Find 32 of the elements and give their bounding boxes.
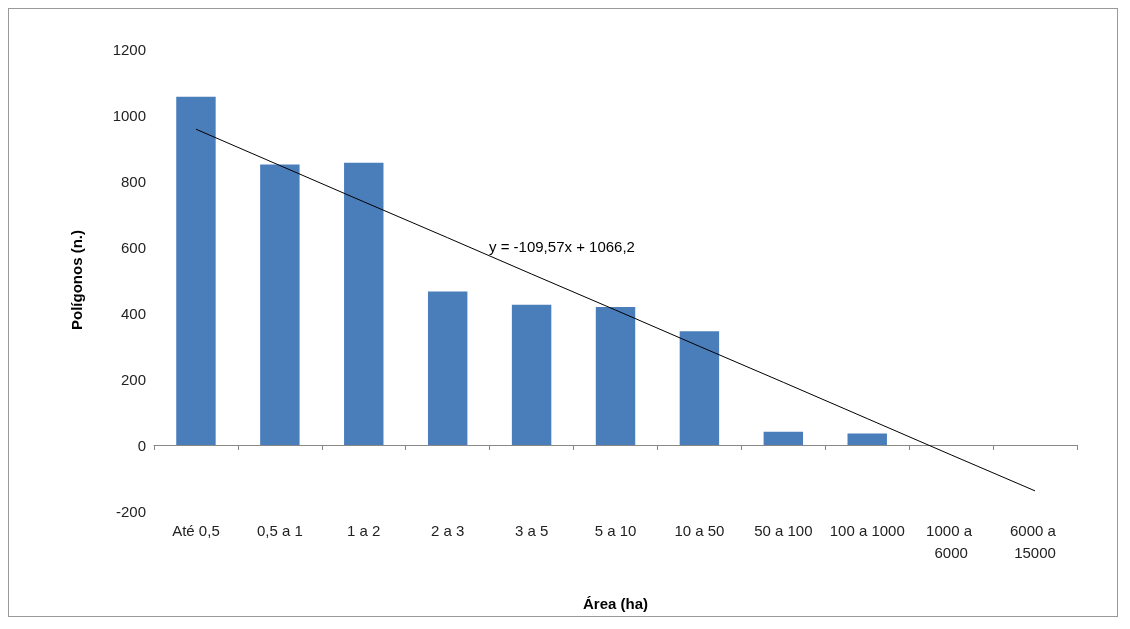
y-tick-label: 1200 [112, 40, 146, 58]
bar [595, 307, 636, 445]
bar [763, 431, 804, 445]
x-tick-label: 1000 a 6000 [926, 521, 977, 561]
y-tick-label: 1000 [112, 106, 146, 124]
bar [511, 304, 552, 445]
bar [344, 162, 384, 445]
x-axis-title: Área (ha) [582, 595, 649, 612]
y-tick-label: -200 [115, 502, 146, 520]
line-series [195, 128, 1036, 492]
x-tick-label: 5 a 10 [594, 521, 637, 539]
x-tick-label: 50 a 100 [754, 521, 813, 539]
x-tick-label: 10 a 50 [674, 521, 725, 539]
y-tick-label: 800 [120, 172, 146, 190]
x-tick-label: 2 a 3 [430, 521, 465, 539]
x-tick-label: 3 a 5 [514, 521, 549, 539]
y-tick-label: 400 [120, 304, 146, 322]
y-tick-label: 600 [120, 238, 146, 256]
bar [176, 96, 216, 445]
bar [260, 164, 300, 445]
x-tick-label: 100 a 1000 [829, 521, 905, 539]
x-tick-label: 0,5 a 1 [256, 521, 303, 539]
bar [847, 433, 887, 445]
x-tick-label: 6000 a 15000 [1010, 521, 1061, 561]
y-tick-label: 0 [137, 436, 146, 454]
y-tick-label: 200 [120, 370, 146, 388]
bar [427, 291, 468, 445]
y-axis-title: Polígonos (n.) [68, 230, 85, 330]
bar [679, 331, 720, 445]
x-tick-label: Até 0,5 [172, 521, 220, 539]
x-tick-label: 1 a 2 [347, 521, 381, 539]
annotation: y = -109,57x + 1066,2 [489, 238, 635, 255]
